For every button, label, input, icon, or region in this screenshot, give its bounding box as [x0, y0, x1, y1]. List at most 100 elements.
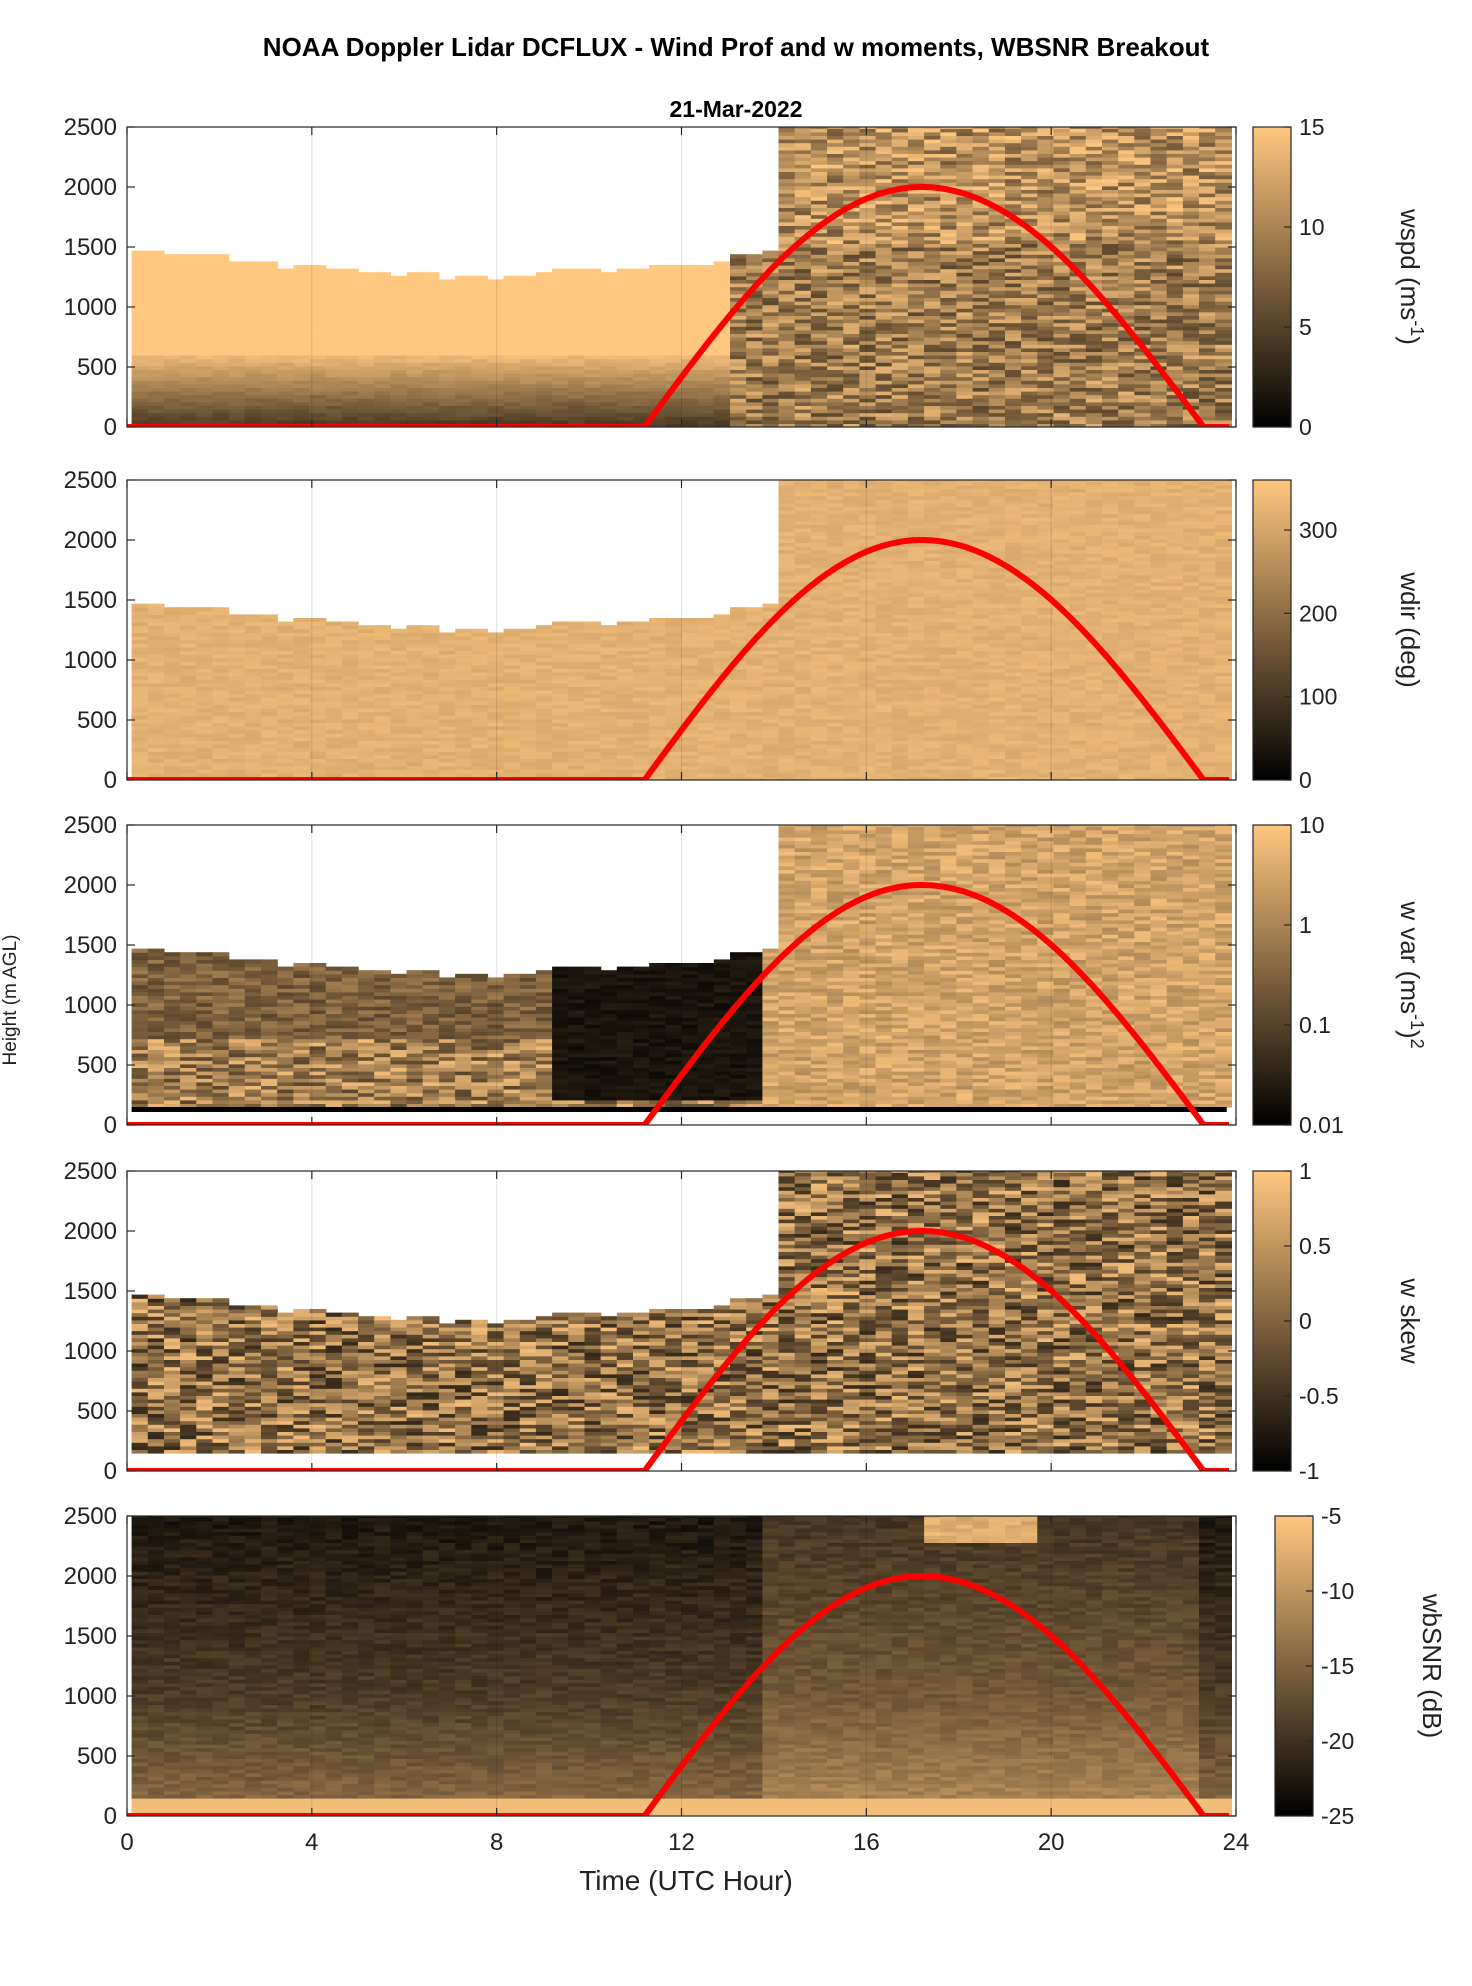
heatmap-cell — [875, 167, 893, 172]
heatmap-cell — [713, 423, 731, 427]
heatmap-cell — [196, 355, 214, 360]
heatmap-cell — [1118, 286, 1135, 291]
heatmap-cell — [455, 365, 472, 370]
heatmap-cell — [843, 164, 860, 169]
heatmap-cell — [827, 185, 844, 190]
heatmap-cell — [341, 383, 359, 388]
heatmap-cell — [778, 319, 796, 324]
heatmap-cell — [261, 708, 278, 713]
heatmap-cell — [180, 387, 197, 392]
heatmap-cell — [568, 340, 586, 345]
heatmap-cell — [309, 279, 327, 284]
heatmap-cell — [374, 344, 391, 349]
heatmap-cell — [940, 254, 958, 259]
heatmap-cell — [164, 275, 181, 280]
heatmap-cell — [1150, 185, 1168, 190]
heatmap-cell — [374, 729, 391, 734]
heatmap-cell — [810, 160, 828, 165]
heatmap-cell — [212, 297, 230, 302]
heatmap-cell — [228, 690, 246, 695]
heatmap-cell — [277, 751, 294, 756]
heatmap-cell — [746, 304, 763, 309]
heatmap-cell — [164, 751, 181, 756]
heatmap-cell — [1053, 279, 1071, 284]
heatmap-cell — [794, 301, 812, 306]
heatmap-cell — [1118, 265, 1135, 270]
heatmap-cell — [147, 405, 165, 410]
heatmap-cell — [455, 311, 472, 316]
heatmap-cell — [358, 754, 375, 759]
heatmap-cell — [810, 308, 828, 313]
heatmap-cell — [487, 409, 505, 414]
heatmap-cell — [131, 679, 149, 684]
heatmap-cell — [956, 243, 974, 248]
heatmap-cell — [293, 690, 311, 695]
heatmap-cell — [1037, 167, 1055, 172]
heatmap-cell — [988, 196, 1006, 201]
heatmap-cell — [309, 700, 327, 705]
heatmap-cell — [374, 686, 391, 691]
heatmap-cell — [924, 301, 941, 306]
heatmap-cell — [810, 347, 828, 352]
heatmap-cell — [471, 355, 489, 360]
heatmap-cell — [293, 722, 311, 727]
heatmap-cell — [228, 711, 246, 716]
heatmap-cell — [390, 333, 408, 338]
heatmap-cell — [633, 373, 650, 378]
heatmap-cell — [244, 628, 262, 633]
heatmap-cell — [341, 308, 359, 313]
heatmap-cell — [859, 423, 877, 427]
heatmap-cell — [341, 304, 359, 309]
heatmap-cell — [196, 664, 214, 669]
heatmap-cell — [244, 311, 262, 316]
heatmap-cell — [956, 308, 974, 313]
heatmap-cell — [212, 711, 230, 716]
heatmap-cell — [293, 351, 311, 356]
heatmap-cell — [810, 185, 828, 190]
heatmap-cell — [180, 772, 197, 777]
heatmap-cell — [1037, 333, 1055, 338]
heatmap-cell — [1150, 250, 1168, 255]
heatmap-cell — [778, 218, 796, 223]
heatmap-cell — [390, 729, 408, 734]
heatmap-cell — [147, 279, 165, 284]
heatmap-cell — [1102, 265, 1119, 270]
heatmap-cell — [293, 279, 311, 284]
heatmap-cell — [471, 333, 489, 338]
heatmap-cell — [1085, 189, 1103, 194]
heatmap-cell — [487, 416, 505, 421]
heatmap-cell — [341, 736, 359, 741]
heatmap-cell — [1102, 218, 1119, 223]
heatmap-cell — [649, 355, 666, 360]
heatmap-cell — [374, 308, 391, 313]
heatmap-cell — [988, 225, 1006, 230]
heatmap-cell — [535, 358, 553, 363]
heatmap-cell — [746, 308, 763, 313]
heatmap-cell — [940, 365, 958, 370]
heatmap-cell — [1199, 290, 1216, 295]
heatmap-cell — [147, 380, 165, 385]
heatmap-cell — [1215, 157, 1232, 162]
heatmap-cell — [228, 268, 246, 273]
heatmap-cell — [616, 365, 634, 370]
heatmap-cell — [1199, 203, 1216, 208]
heatmap-cell — [1215, 401, 1232, 406]
heatmap-cell — [1021, 398, 1038, 403]
heatmap-cell — [827, 164, 844, 169]
heatmap-cell — [1199, 286, 1216, 291]
heatmap-cell — [972, 178, 990, 183]
heatmap-cell — [1037, 142, 1055, 147]
heatmap-cell — [1021, 243, 1038, 248]
heatmap-cell — [471, 398, 489, 403]
heatmap-cell — [972, 419, 990, 424]
heatmap-cell — [1215, 301, 1232, 306]
heatmap-cell — [374, 319, 391, 324]
heatmap-cell — [1166, 128, 1184, 133]
heatmap-cell — [244, 412, 262, 417]
heatmap-cell — [228, 769, 246, 774]
heatmap-cell — [1166, 239, 1184, 244]
heatmap-cell — [422, 769, 440, 774]
heatmap-cell — [1037, 315, 1055, 320]
heatmap-cell — [794, 315, 812, 320]
heatmap-cell — [261, 628, 278, 633]
